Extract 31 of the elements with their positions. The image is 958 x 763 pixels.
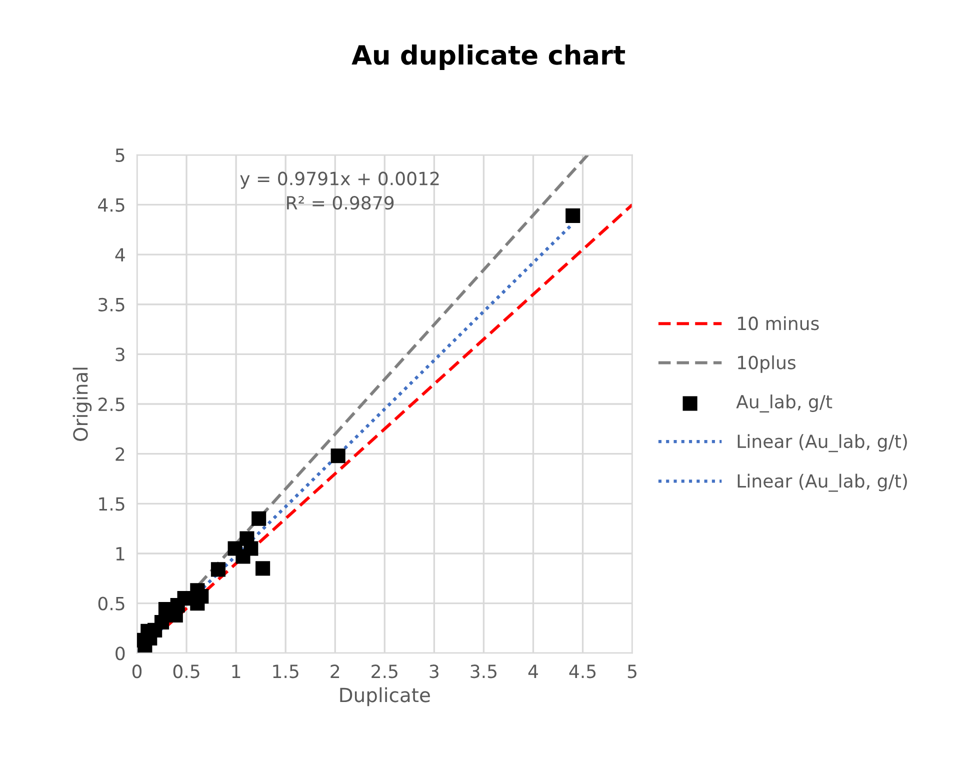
y-tick-label: 5 — [116, 148, 124, 162]
annotation: y = 0.9791x + 0.0012 R² = 0.9879 — [240, 172, 439, 210]
y-tick-label: 2.5 — [98, 397, 124, 412]
x-tick-label: 4.5 — [569, 664, 596, 678]
y-tick-label: 1 — [116, 547, 124, 560]
legend-label: Linear (Au_lab, g/t) — [738, 434, 907, 452]
x-tick-label: 3 — [430, 664, 438, 678]
y-axis-title: Original — [72, 368, 92, 441]
x-tick-label: 2.5 — [372, 664, 398, 678]
x-tick-label: 1.5 — [273, 664, 298, 678]
legend-label: 10plus — [738, 355, 796, 373]
legend-label: Au_lab, g/t — [736, 394, 832, 412]
x-tick-label: 0 — [132, 664, 142, 678]
legend-label: 10 minus — [738, 316, 819, 330]
x-tick-label: 2 — [330, 664, 340, 678]
chart-title: Au duplicate chart — [352, 44, 626, 70]
x-tick-label: 3.5 — [470, 664, 496, 678]
y-tick-label: 0.5 — [98, 596, 124, 610]
legend-label: Linear (Au_lab, g/t) — [738, 474, 907, 492]
x-axis-title: Duplicate — [340, 687, 430, 706]
x-tick-label: 1 — [232, 664, 240, 678]
y-tick-label: 4 — [115, 248, 125, 262]
y-tick-label: 0 — [116, 646, 125, 660]
y-tick-label: 3 — [116, 348, 124, 362]
y-tick-label: 1.5 — [99, 497, 124, 511]
y-tick-label: 4.5 — [98, 198, 124, 212]
y-tick-label: 3.5 — [98, 298, 124, 312]
y-tick-label: 2 — [116, 447, 124, 461]
x-tick-label: 4 — [528, 664, 538, 678]
x-tick-label: 5 — [628, 664, 636, 678]
x-tick-label: 0.5 — [173, 664, 200, 678]
